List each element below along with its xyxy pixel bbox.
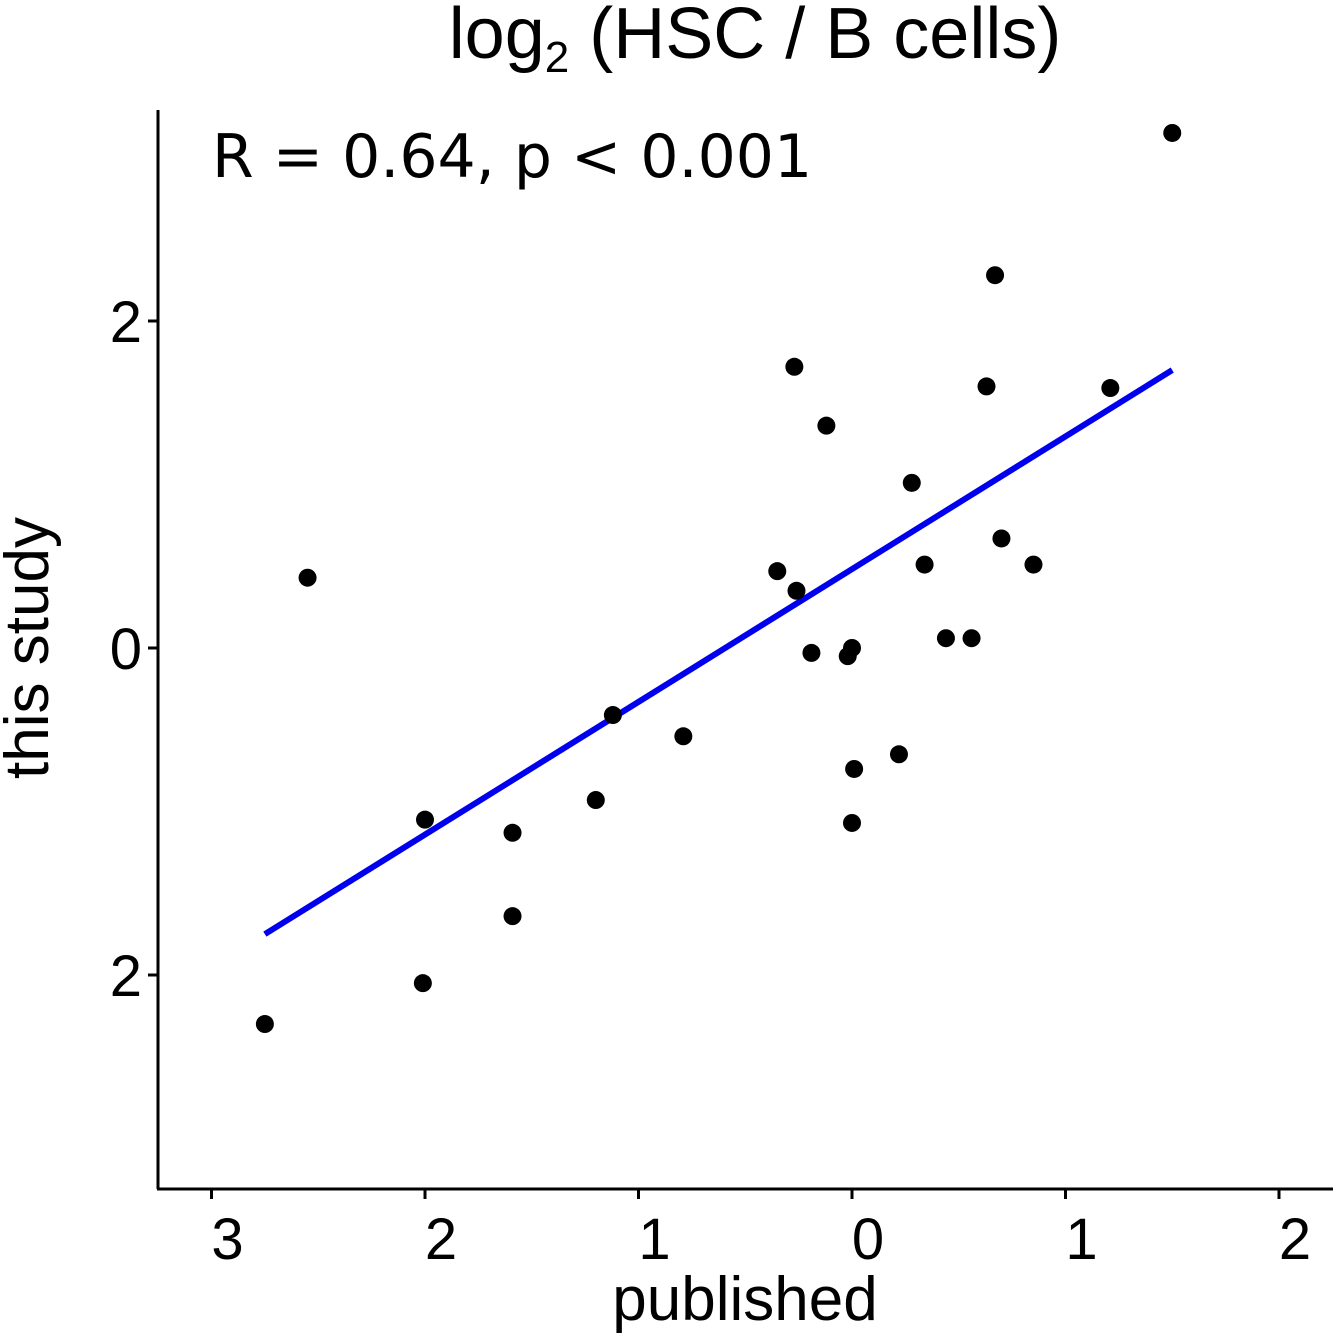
data-point xyxy=(413,974,432,993)
x-tick-label: 2 xyxy=(425,1207,457,1272)
x-axis-title: published xyxy=(612,1265,877,1333)
x-ticks: 3 2 1 0 1 2 xyxy=(210,1189,1311,1272)
x-tick-label: 1 xyxy=(638,1207,670,1272)
data-point xyxy=(787,581,806,600)
data-point xyxy=(674,727,693,746)
data-point xyxy=(503,907,522,926)
regression-line xyxy=(263,367,1174,937)
x-tick-label: 2 xyxy=(1279,1207,1311,1272)
data-point xyxy=(986,266,1005,285)
data-point xyxy=(817,416,836,435)
data-point xyxy=(298,568,317,587)
data-point xyxy=(889,745,908,764)
y-tick-label: 0 xyxy=(110,617,142,682)
data-point xyxy=(785,357,804,376)
data-point xyxy=(962,629,981,648)
data-point xyxy=(936,629,955,648)
data-point xyxy=(915,555,934,574)
data-point xyxy=(845,759,864,778)
data-point xyxy=(255,1015,274,1034)
y-axis-title: this study xyxy=(0,517,62,779)
x-tick-label: 0 xyxy=(852,1207,884,1272)
plot-area: 2 0 2 3 2 1 0 1 2 xyxy=(110,110,1333,1272)
data-point xyxy=(586,791,605,810)
y-ticks: 2 0 2 xyxy=(110,290,158,1009)
data-point xyxy=(1163,123,1182,142)
data-points xyxy=(255,123,1182,1034)
data-point xyxy=(977,377,996,396)
chart-title: log2 (HSC / B cells) xyxy=(449,0,1062,82)
x-tick-label: 1 xyxy=(1065,1207,1097,1272)
y-tick-label: 2 xyxy=(110,290,142,355)
data-point xyxy=(416,810,434,829)
data-point xyxy=(1024,555,1043,574)
y-tick-label: 2 xyxy=(110,944,142,1009)
data-point xyxy=(992,529,1011,548)
data-point xyxy=(902,473,921,492)
data-point xyxy=(1101,379,1120,398)
data-point xyxy=(843,639,861,657)
data-point xyxy=(843,813,861,832)
chart-title-prefix: log xyxy=(449,0,545,74)
data-point xyxy=(802,643,821,662)
correlation-annotation: R = 0.64, p < 0.001 xyxy=(212,122,812,192)
data-point xyxy=(768,562,787,581)
chart-title-subscript: 2 xyxy=(545,33,569,82)
data-point xyxy=(603,706,622,725)
x-tick-label: 3 xyxy=(211,1207,243,1272)
data-point xyxy=(503,823,522,842)
chart-title-suffix: (HSC / B cells) xyxy=(569,0,1061,74)
